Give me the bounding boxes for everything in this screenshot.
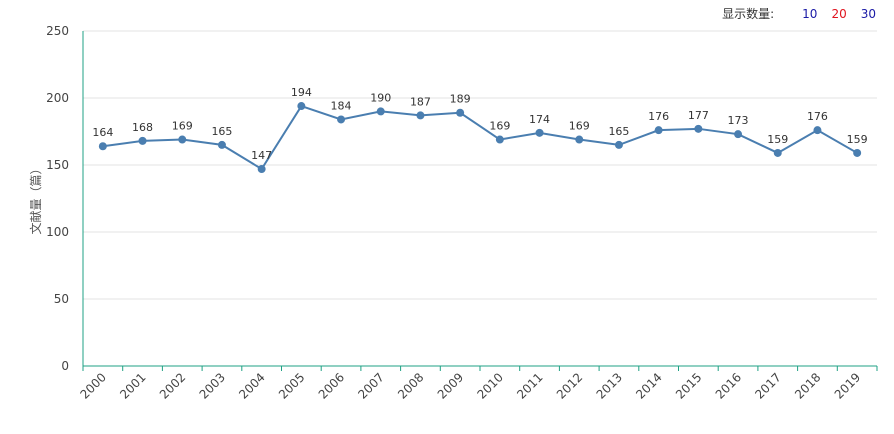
y-tick-label: 150	[46, 158, 69, 172]
data-point	[297, 102, 306, 111]
data-label: 187	[410, 95, 431, 108]
data-label: 165	[608, 125, 629, 138]
data-point	[337, 115, 346, 124]
display-count-label: 显示数量:	[722, 7, 775, 21]
data-point	[614, 140, 623, 149]
data-label: 189	[450, 93, 471, 106]
data-point	[416, 111, 425, 120]
y-tick-label: 200	[46, 91, 69, 105]
data-point	[535, 128, 544, 137]
x-tick-label: 2019	[832, 370, 863, 401]
data-label: 165	[211, 125, 232, 138]
display-count-option-20[interactable]: 20	[831, 6, 847, 21]
data-point	[178, 135, 187, 144]
display-count-selector: 显示数量: 10 20 30	[722, 5, 876, 22]
x-tick-label: 2014	[633, 370, 664, 401]
y-tick-label: 50	[54, 292, 69, 306]
data-label: 174	[529, 113, 550, 126]
data-point	[575, 135, 584, 144]
x-tick-label: 2000	[77, 370, 108, 401]
y-axis-title: 文献量（篇）	[28, 162, 43, 234]
x-tick-label: 2016	[713, 370, 744, 401]
y-tick-label: 100	[46, 225, 69, 239]
data-point	[376, 107, 385, 116]
x-tick-label: 2001	[117, 370, 148, 401]
x-tick-label: 2011	[514, 370, 545, 401]
data-point	[138, 136, 147, 145]
display-count-option-10[interactable]: 10	[802, 6, 818, 21]
data-label: 159	[847, 133, 868, 146]
data-label: 147	[251, 149, 272, 162]
data-point	[217, 140, 226, 149]
data-label: 176	[807, 110, 828, 123]
data-point	[813, 126, 822, 135]
data-label: 169	[569, 120, 590, 133]
data-point	[257, 165, 266, 174]
data-label: 159	[767, 133, 788, 146]
x-tick-label: 2003	[197, 370, 228, 401]
data-point	[495, 135, 504, 144]
display-count-option-30[interactable]: 30	[860, 6, 876, 21]
data-label: 177	[688, 109, 709, 122]
data-label: 169	[172, 120, 193, 133]
x-tick-label: 2012	[554, 370, 585, 401]
x-tick-label: 2015	[673, 370, 704, 401]
data-point	[654, 126, 663, 135]
data-point	[98, 142, 107, 151]
data-label: 164	[92, 126, 113, 139]
x-tick-label: 2009	[435, 370, 466, 401]
series-line	[102, 104, 858, 171]
data-label: 190	[370, 91, 391, 104]
data-label: 168	[132, 121, 153, 134]
x-tick-label: 2006	[316, 370, 347, 401]
y-tick-label: 0	[61, 359, 69, 373]
x-tick-label: 2005	[276, 370, 307, 401]
data-point	[694, 124, 703, 133]
x-tick-label: 2007	[355, 370, 386, 401]
data-label: 173	[728, 114, 749, 127]
data-point	[853, 148, 862, 157]
data-point	[734, 130, 743, 139]
y-tick-label: 250	[46, 24, 69, 38]
data-label: 169	[489, 120, 510, 133]
data-label: 194	[291, 86, 312, 99]
x-tick-label: 2002	[157, 370, 188, 401]
data-label: 176	[648, 110, 669, 123]
data-point	[773, 148, 782, 157]
x-tick-label: 2010	[474, 370, 505, 401]
x-tick-label: 2017	[752, 370, 783, 401]
x-tick-label: 2013	[594, 370, 625, 401]
data-label: 184	[331, 99, 352, 112]
data-point	[456, 108, 465, 117]
x-tick-label: 2004	[236, 370, 267, 401]
x-tick-label: 2018	[792, 370, 823, 401]
x-tick-label: 2008	[395, 370, 426, 401]
